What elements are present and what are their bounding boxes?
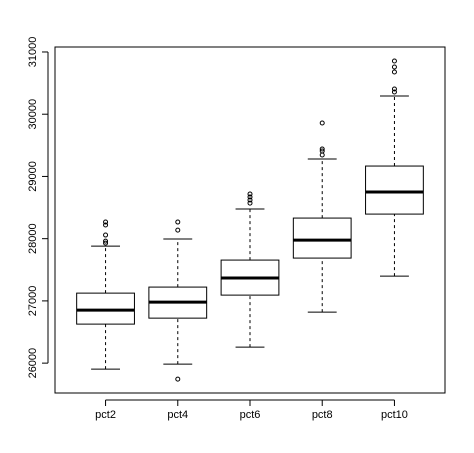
- outlier: [319, 152, 325, 158]
- outlier: [175, 376, 181, 382]
- y-tick-label: 28000: [27, 223, 39, 254]
- outlier: [319, 146, 325, 152]
- outlier: [103, 240, 109, 246]
- outlier: [247, 197, 253, 203]
- x-tick-label: pct8: [312, 409, 333, 421]
- outlier: [103, 219, 109, 225]
- y-tick-label: 31000: [27, 37, 39, 68]
- outlier: [391, 64, 397, 70]
- x-tick-label: pct6: [240, 409, 261, 421]
- plot-frame: [54, 46, 446, 394]
- y-tick-label: 26000: [27, 348, 39, 379]
- outlier: [391, 58, 397, 64]
- outlier: [391, 86, 397, 92]
- outlier: [247, 191, 253, 197]
- outlier: [175, 227, 181, 233]
- outlier: [247, 194, 253, 200]
- x-tick-label: pct10: [381, 409, 408, 421]
- outlier: [103, 222, 109, 228]
- outlier: [319, 120, 325, 126]
- outlier: [247, 200, 253, 206]
- x-tick-label: pct4: [167, 409, 188, 421]
- outlier: [319, 148, 325, 154]
- outlier: [175, 219, 181, 225]
- outlier: [103, 232, 109, 238]
- x-tick-label: pct2: [95, 409, 116, 421]
- outlier: [391, 69, 397, 75]
- y-tick-label: 29000: [27, 161, 39, 192]
- outlier: [391, 89, 397, 95]
- box: [365, 165, 424, 215]
- box: [292, 217, 352, 259]
- outlier: [103, 238, 109, 244]
- y-tick-label: 27000: [27, 286, 39, 317]
- y-tick-label: 30000: [27, 99, 39, 130]
